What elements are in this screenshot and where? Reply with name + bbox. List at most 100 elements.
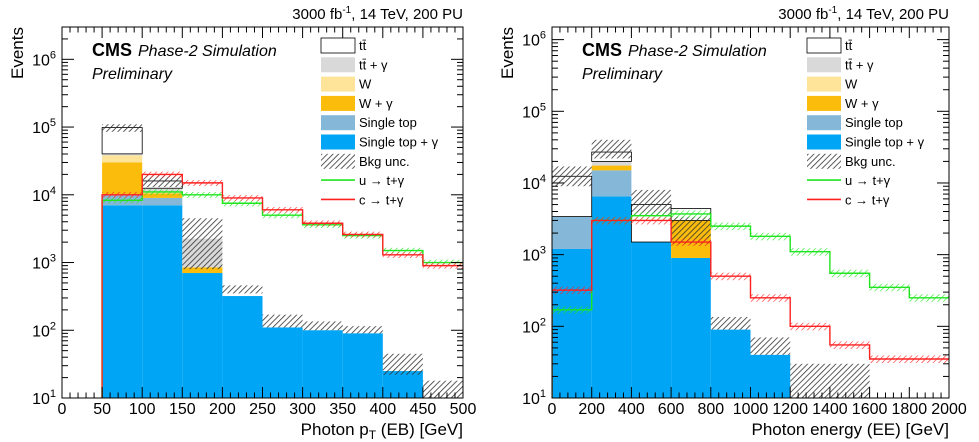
legend-item-w: W (807, 76, 858, 92)
lumi-label: 3000 fb-1, 14 TeV, 200 PU (292, 5, 463, 23)
bar-single_top_gamma-4 (262, 327, 303, 398)
legend-label: tt̄ + γ (845, 57, 874, 72)
legend-label: tt̄ (359, 38, 367, 53)
legend-item-w_gamma: W + γ (807, 95, 879, 111)
legend-label: Single top + γ (359, 135, 439, 150)
bar-single_top_gamma-0 (552, 248, 592, 398)
right-panel: 0 200 400 600 800 1000 1200 1400 1600 1800 2000 101… (498, 5, 967, 439)
legend-swatch (321, 115, 355, 131)
bar-w_gamma-1 (142, 193, 183, 198)
x-tick-label: 300 (289, 401, 316, 418)
x-tick-label: 200 (578, 401, 605, 418)
legend-item-c_signal: c → t+γ (807, 192, 890, 207)
legend-item-ttbar_gamma: tt̄ + γ (807, 57, 874, 73)
bkg-unc-5 (750, 337, 791, 355)
legend-swatch (806, 37, 842, 54)
bar-single_top-1 (142, 197, 183, 206)
bar-single_top_gamma-1 (591, 196, 632, 398)
x-axis-label: Photon pT (EB) [GeV] (301, 420, 463, 442)
legend-item-w_gamma: W + γ (321, 95, 393, 111)
y-tick-label: 101 (522, 388, 546, 408)
legend-item-u_signal: u → t+γ (807, 173, 891, 188)
bar-ttbar_gamma-0 (102, 153, 143, 156)
bar-w-0 (102, 155, 143, 163)
bar-single_top_gamma-4 (710, 329, 751, 398)
status-label: Preliminary (92, 66, 173, 83)
x-tick-label: 400 (369, 401, 396, 418)
legend-label: u → t+γ (359, 173, 405, 188)
bar-single_top-0 (552, 216, 592, 249)
bar-single_top_gamma-7 (382, 371, 423, 398)
plot-area (552, 139, 949, 398)
y-tick-label: 106 (32, 49, 56, 69)
x-tick-label: 0 (58, 401, 67, 418)
bar-single_top_gamma-0 (102, 205, 143, 398)
bkg-unc-2 (631, 189, 672, 216)
legend-item-bkg_unc: Bkg unc. (807, 153, 896, 169)
legend-label: Bkg unc. (845, 154, 896, 169)
legend-label: W + γ (359, 96, 393, 111)
y-axis-label: Events (498, 27, 517, 79)
bkg-unc-0 (552, 166, 592, 187)
legend-item-w: W (321, 76, 372, 92)
bkg-unc-8 (422, 380, 463, 398)
cms-label: CMS Phase-2 Simulation (92, 40, 277, 60)
x-tick-label: 450 (410, 401, 437, 418)
x-tick-label: 250 (249, 401, 276, 418)
y-tick-label: 105 (522, 101, 546, 121)
bar-w_gamma-2 (182, 267, 223, 274)
x-tick-label: 2000 (931, 401, 967, 418)
legend-label: Single top + γ (845, 135, 925, 150)
legend-item-bkg_unc: Bkg unc. (321, 153, 410, 169)
legend-label: W (359, 77, 372, 92)
y-axis-label: Events (8, 27, 27, 79)
legend-item-single_top: Single top (807, 115, 903, 131)
legend-swatch (321, 57, 355, 73)
bar-ttbar_gamma-1 (591, 161, 632, 166)
bkg-unc-0 (102, 124, 143, 132)
x-tick-label: 1400 (812, 401, 848, 418)
legend-label: c → t+γ (359, 192, 404, 207)
legend-label: tt̄ + γ (359, 57, 388, 72)
legend-item-ttbar: tt̄ (806, 37, 853, 54)
legend-swatch (807, 95, 841, 111)
y-tick-label: 105 (32, 117, 56, 137)
bkg-unc-1 (142, 174, 183, 188)
bar-single_top_gamma-6 (342, 333, 383, 398)
bar-single_top_gamma-5 (750, 354, 791, 398)
x-tick-label: 600 (658, 401, 685, 418)
legend-swatch (807, 153, 841, 169)
legend-swatch (321, 95, 355, 111)
bar-single_top-1 (591, 170, 632, 197)
legend-item-ttbar: tt̄ (320, 37, 367, 54)
status-label: Preliminary (582, 66, 663, 83)
legend-label: W (845, 77, 858, 92)
x-tick-label: 0 (548, 401, 557, 418)
legend-swatch (321, 76, 355, 92)
y-tick-label: 104 (522, 173, 546, 193)
x-axis-label: Photon energy (EE) [GeV] (752, 420, 950, 439)
bkg-unc-2 (182, 218, 223, 270)
line-c_signal (552, 219, 949, 398)
legend-item-u_signal: u → t+γ (321, 173, 405, 188)
legend-item-single_top_gamma: Single top + γ (321, 134, 439, 150)
bkg-unc-5 (302, 321, 343, 331)
legend-label: Single top (359, 115, 417, 130)
legend-swatch (807, 76, 841, 92)
bar-single_top_gamma-2 (182, 273, 223, 398)
bkg-unc-7 (829, 363, 870, 398)
legend-swatch (807, 57, 841, 73)
legend-label: Single top (845, 115, 903, 130)
x-tick-label: 1600 (852, 401, 888, 418)
x-tick-label: 1200 (772, 401, 808, 418)
bar-single_top_gamma-1 (142, 205, 183, 398)
y-tick-label: 103 (32, 253, 56, 273)
x-tick-label: 50 (93, 401, 111, 418)
x-tick-label: 800 (697, 401, 724, 418)
legend: tt̄ tt̄ + γ W W + γ Single top Single top + γ… (320, 37, 439, 207)
legend-swatch (321, 153, 355, 169)
legend-swatch (807, 115, 841, 131)
legend-item-single_top_gamma: Single top + γ (807, 134, 925, 150)
bkg-unc-6 (790, 363, 830, 398)
